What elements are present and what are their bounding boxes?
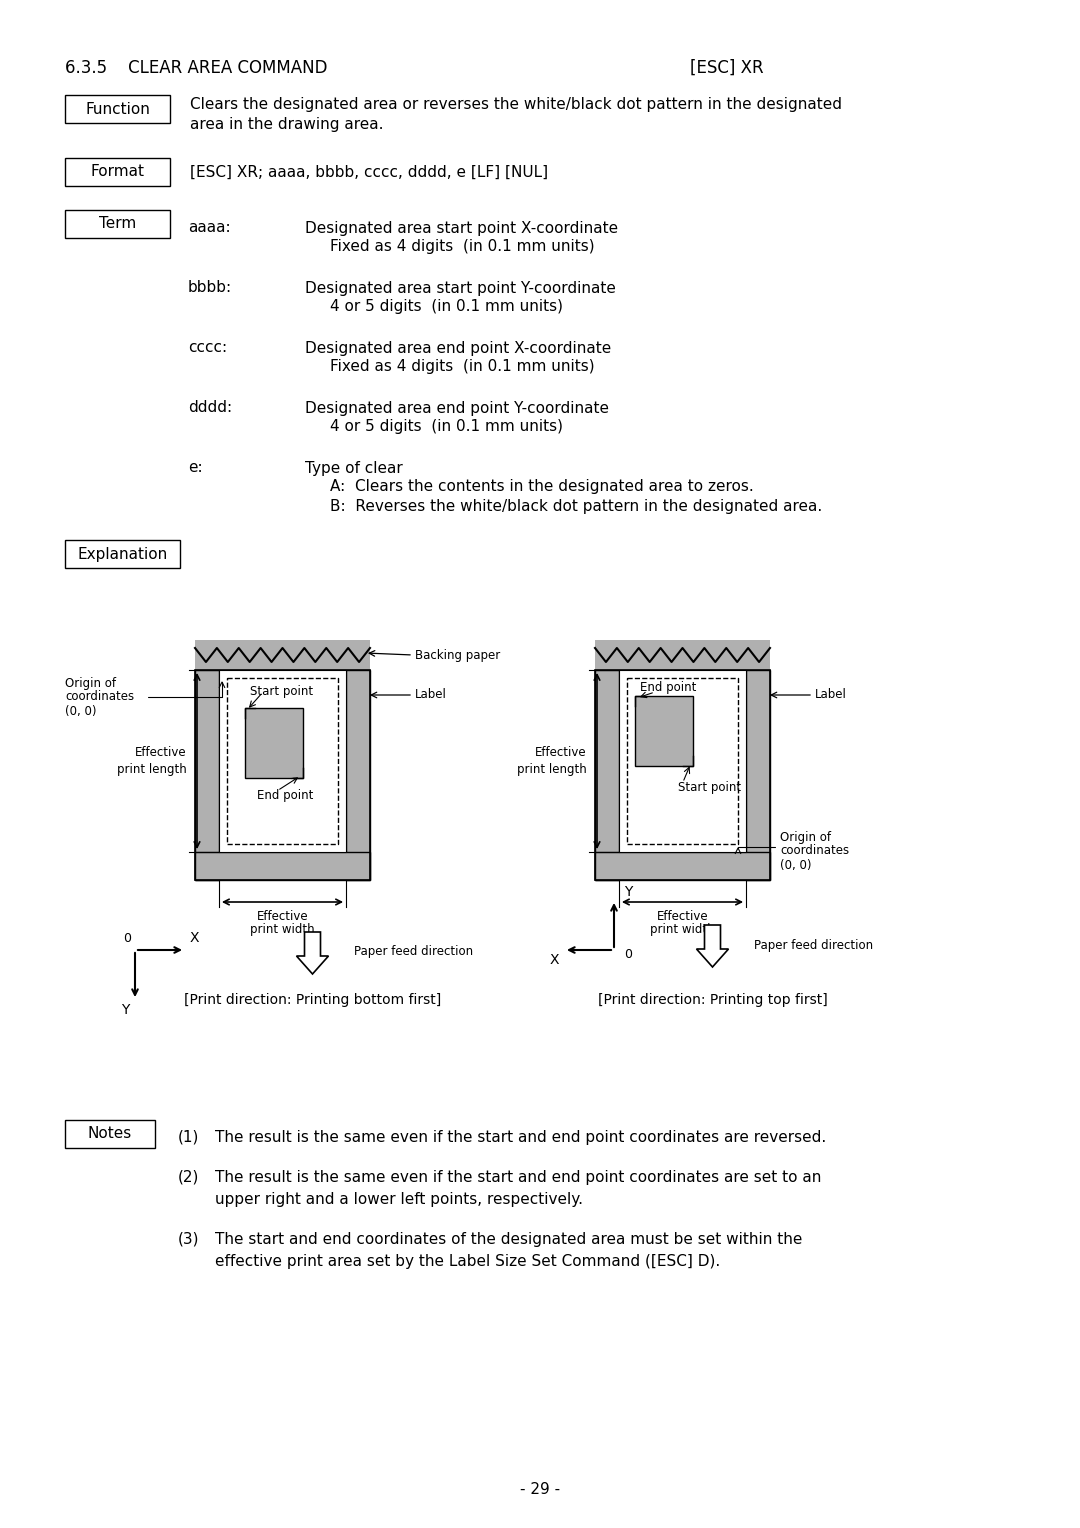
Text: dddd:: dddd: <box>188 400 232 416</box>
Text: Effective: Effective <box>257 909 308 923</box>
Text: aaaa:: aaaa: <box>188 220 231 235</box>
Text: effective print area set by the Label Size Set Command ([ESC] D).: effective print area set by the Label Si… <box>215 1254 720 1268</box>
Text: Notes: Notes <box>87 1126 132 1141</box>
Text: Format: Format <box>91 165 145 179</box>
Bar <box>346 669 370 880</box>
Text: X: X <box>550 953 558 967</box>
Text: X: X <box>190 931 200 944</box>
Text: 4 or 5 digits  (in 0.1 mm units): 4 or 5 digits (in 0.1 mm units) <box>330 419 563 434</box>
Text: area in the drawing area.: area in the drawing area. <box>190 118 383 133</box>
Text: Effective: Effective <box>135 747 187 759</box>
Text: Effective: Effective <box>536 747 588 759</box>
Text: Effective: Effective <box>657 909 708 923</box>
Bar <box>635 695 692 766</box>
Bar <box>627 678 738 843</box>
Text: Paper feed direction: Paper feed direction <box>755 938 874 952</box>
Bar <box>227 678 338 843</box>
FancyArrow shape <box>297 932 328 973</box>
FancyBboxPatch shape <box>65 209 170 238</box>
Text: (0, 0): (0, 0) <box>65 704 96 718</box>
Text: [ESC] XR; aaaa, bbbb, cccc, dddd, e [LF] [NUL]: [ESC] XR; aaaa, bbbb, cccc, dddd, e [LF]… <box>190 165 549 179</box>
Text: Explanation: Explanation <box>78 547 167 561</box>
Text: upper right and a lower left points, respectively.: upper right and a lower left points, res… <box>215 1192 583 1207</box>
Bar <box>195 669 219 880</box>
Text: 4 or 5 digits  (in 0.1 mm units): 4 or 5 digits (in 0.1 mm units) <box>330 298 563 313</box>
FancyBboxPatch shape <box>65 95 170 122</box>
Text: Y: Y <box>121 1002 130 1018</box>
Text: Term: Term <box>99 217 136 232</box>
Bar <box>195 669 370 880</box>
Text: bbbb:: bbbb: <box>188 281 232 295</box>
Text: A:  Clears the contents in the designated area to zeros.: A: Clears the contents in the designated… <box>330 478 754 494</box>
Text: Type of clear: Type of clear <box>305 460 403 475</box>
Text: Origin of: Origin of <box>780 831 831 843</box>
Bar <box>195 853 370 880</box>
Text: [ESC] XR: [ESC] XR <box>690 60 764 76</box>
Text: print width: print width <box>251 923 314 935</box>
Bar <box>595 669 770 880</box>
Text: - 29 -: - 29 - <box>519 1482 561 1497</box>
Text: Clears the designated area or reverses the white/black dot pattern in the design: Clears the designated area or reverses t… <box>190 98 842 113</box>
Text: B:  Reverses the white/black dot pattern in the designated area.: B: Reverses the white/black dot pattern … <box>330 498 822 513</box>
Text: Origin of: Origin of <box>65 677 116 689</box>
Text: Y: Y <box>624 885 633 898</box>
Bar <box>595 669 619 880</box>
Text: Designated area start point Y-coordinate: Designated area start point Y-coordinate <box>305 281 616 295</box>
FancyArrow shape <box>697 924 729 967</box>
Text: (1): (1) <box>178 1131 200 1144</box>
FancyBboxPatch shape <box>65 539 180 568</box>
Text: (3): (3) <box>178 1232 200 1247</box>
Text: 0: 0 <box>123 932 131 944</box>
Text: Label: Label <box>815 689 847 701</box>
Text: The result is the same even if the start and end point coordinates are reversed.: The result is the same even if the start… <box>215 1131 826 1144</box>
Text: Designated area start point X-coordinate: Designated area start point X-coordinate <box>305 220 618 235</box>
Bar <box>595 640 770 669</box>
Text: print length: print length <box>118 762 187 776</box>
Text: [Print direction: Printing top first]: [Print direction: Printing top first] <box>597 993 827 1007</box>
Bar <box>195 640 370 669</box>
Text: coordinates: coordinates <box>65 691 134 703</box>
Text: Paper feed direction: Paper feed direction <box>354 946 474 958</box>
Text: 0: 0 <box>624 949 632 961</box>
Text: (0, 0): (0, 0) <box>780 859 811 871</box>
Text: End point: End point <box>257 790 313 802</box>
Bar <box>746 669 770 880</box>
Text: print width: print width <box>650 923 715 935</box>
Text: Designated area end point Y-coordinate: Designated area end point Y-coordinate <box>305 400 609 416</box>
Text: e:: e: <box>188 460 203 475</box>
FancyBboxPatch shape <box>65 1120 156 1148</box>
Bar <box>219 669 346 853</box>
Text: The result is the same even if the start and end point coordinates are set to an: The result is the same even if the start… <box>215 1170 822 1186</box>
Text: print length: print length <box>517 762 588 776</box>
Text: coordinates: coordinates <box>780 845 849 857</box>
Bar <box>619 669 746 853</box>
Text: cccc:: cccc: <box>188 341 227 356</box>
Bar <box>595 853 770 880</box>
Text: Fixed as 4 digits  (in 0.1 mm units): Fixed as 4 digits (in 0.1 mm units) <box>330 359 595 373</box>
Text: Backing paper: Backing paper <box>415 648 500 662</box>
Text: Designated area end point X-coordinate: Designated area end point X-coordinate <box>305 341 611 356</box>
Text: Start point: Start point <box>249 686 313 698</box>
Text: End point: End point <box>640 681 697 695</box>
Text: The start and end coordinates of the designated area must be set within the: The start and end coordinates of the des… <box>215 1232 802 1247</box>
Text: (2): (2) <box>178 1170 200 1186</box>
Text: 6.3.5    CLEAR AREA COMMAND: 6.3.5 CLEAR AREA COMMAND <box>65 60 327 76</box>
Text: Function: Function <box>85 101 150 116</box>
FancyBboxPatch shape <box>65 157 170 186</box>
Text: Start point: Start point <box>678 781 741 795</box>
Bar <box>245 707 302 778</box>
Text: Label: Label <box>415 689 447 701</box>
Text: [Print direction: Printing bottom first]: [Print direction: Printing bottom first] <box>184 993 441 1007</box>
Text: Fixed as 4 digits  (in 0.1 mm units): Fixed as 4 digits (in 0.1 mm units) <box>330 238 595 254</box>
